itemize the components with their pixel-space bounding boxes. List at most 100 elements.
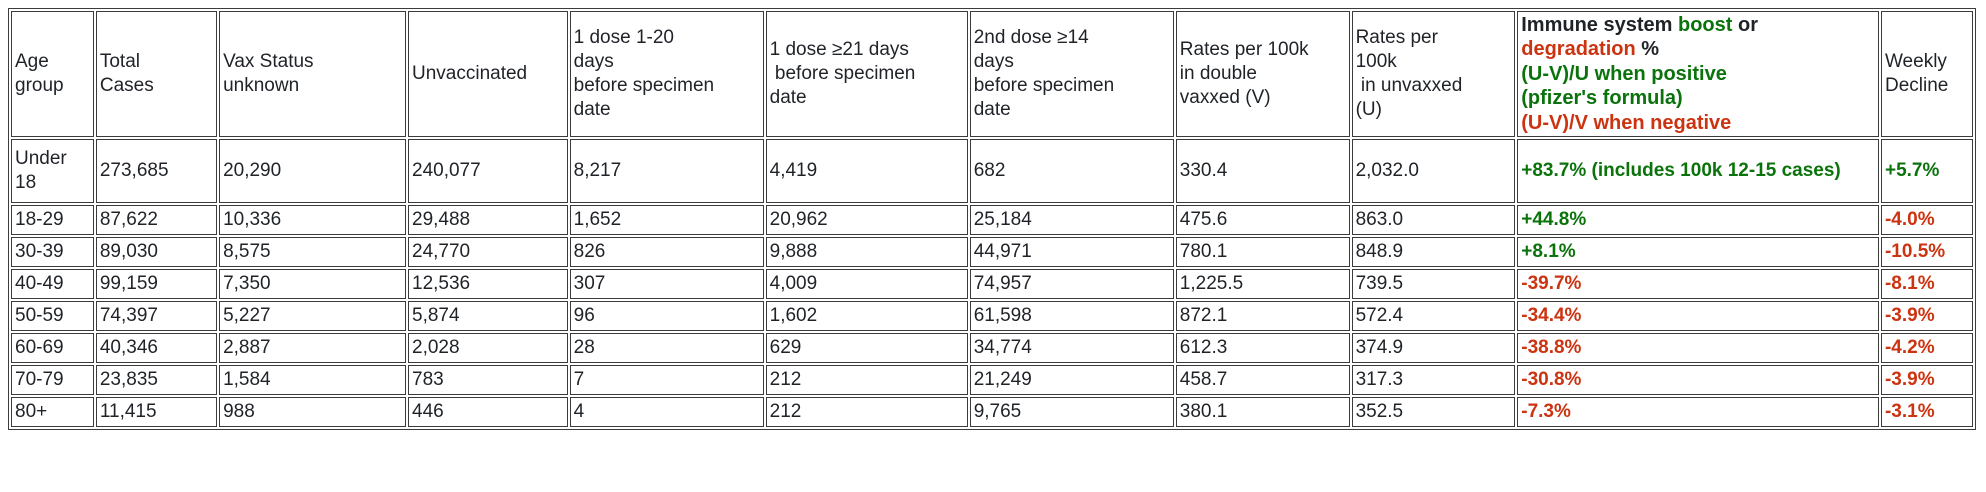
- table-row: 40-49 99,159 7,350 12,536 307 4,009 74,9…: [11, 268, 1973, 299]
- cell-rate-double-vaxxed: 872.1: [1175, 300, 1350, 331]
- cell-weekly-decline: -3.1%: [1880, 396, 1973, 427]
- cell-immune-boost: -38.8%: [1517, 332, 1879, 363]
- table-row: 60-69 40,346 2,887 2,028 28 629 34,774 6…: [11, 332, 1973, 363]
- cell-weekly-decline: -8.1%: [1880, 268, 1973, 299]
- cell-dose1-ge21-days: 629: [765, 332, 968, 363]
- cases-by-vax-status-table: Age group Total Cases Vax Status unknown…: [8, 8, 1976, 430]
- cell-vax-status-unknown: 1,584: [219, 364, 406, 395]
- cell-rate-double-vaxxed: 612.3: [1175, 332, 1350, 363]
- cell-unvaccinated: 29,488: [408, 204, 568, 235]
- cell-total-cases: 74,397: [95, 300, 218, 331]
- cell-rate-unvaxxed: 863.0: [1351, 204, 1516, 235]
- cell-vax-status-unknown: 10,336: [219, 204, 406, 235]
- cell-age-group: 70-79: [11, 364, 94, 395]
- cell-rate-double-vaxxed: 475.6: [1175, 204, 1350, 235]
- cell-age-group: 30-39: [11, 236, 94, 267]
- cell-dose2-ge14-days: 74,957: [969, 268, 1174, 299]
- cell-vax-status-unknown: 5,227: [219, 300, 406, 331]
- cell-dose1-1-20-days: 826: [569, 236, 764, 267]
- immune-header-segment: (U-V)/U when positive: [1521, 62, 1727, 85]
- cell-immune-boost: -39.7%: [1517, 268, 1879, 299]
- cell-rate-double-vaxxed: 780.1: [1175, 236, 1350, 267]
- cell-total-cases: 23,835: [95, 364, 218, 395]
- cell-total-cases: 273,685: [95, 138, 218, 203]
- cell-immune-boost: +44.8%: [1517, 204, 1879, 235]
- immune-header-segment: boost: [1677, 14, 1733, 36]
- cell-immune-boost: -30.8%: [1517, 364, 1879, 395]
- table-row: 80+ 11,415 988 446 4 212 9,765 380.1 352…: [11, 396, 1973, 427]
- table-row: 50-59 74,397 5,227 5,874 96 1,602 61,598…: [11, 300, 1973, 331]
- cell-dose1-ge21-days: 4,009: [765, 268, 968, 299]
- col-header-age-group: Age group: [11, 11, 94, 137]
- cell-rate-unvaxxed: 317.3: [1351, 364, 1516, 395]
- immune-header-segment: %: [1635, 38, 1660, 61]
- cell-rate-double-vaxxed: 380.1: [1175, 396, 1350, 427]
- col-header-vax-status-unknown: Vax Status unknown: [219, 11, 406, 137]
- cell-dose2-ge14-days: 682: [969, 138, 1174, 203]
- cell-rate-unvaxxed: 739.5: [1351, 268, 1516, 299]
- cell-rate-unvaxxed: 2,032.0: [1351, 138, 1516, 203]
- cell-dose1-1-20-days: 28: [569, 332, 764, 363]
- cell-dose1-1-20-days: 7: [569, 364, 764, 395]
- cell-total-cases: 89,030: [95, 236, 218, 267]
- table-row: 70-79 23,835 1,584 783 7 212 21,249 458.…: [11, 364, 1973, 395]
- cell-unvaccinated: 5,874: [408, 300, 568, 331]
- table-body: Under 18 273,685 20,290 240,077 8,217 4,…: [11, 138, 1973, 427]
- cell-dose2-ge14-days: 44,971: [969, 236, 1174, 267]
- table-row: 18-29 87,622 10,336 29,488 1,652 20,962 …: [11, 204, 1973, 235]
- cell-dose1-1-20-days: 307: [569, 268, 764, 299]
- cell-vax-status-unknown: 20,290: [219, 138, 406, 203]
- cell-dose2-ge14-days: 34,774: [969, 332, 1174, 363]
- cell-rate-double-vaxxed: 458.7: [1175, 364, 1350, 395]
- cell-unvaccinated: 12,536: [408, 268, 568, 299]
- cell-age-group: 80+: [11, 396, 94, 427]
- immune-header-segment: Immune system: [1521, 14, 1678, 36]
- col-header-dose1-1-20-days: 1 dose 1-20 days before specimen date: [569, 11, 764, 137]
- cell-vax-status-unknown: 988: [219, 396, 406, 427]
- cell-age-group: Under 18: [11, 138, 94, 203]
- cell-immune-boost: -34.4%: [1517, 300, 1879, 331]
- immune-header-segment: or: [1732, 14, 1758, 36]
- col-header-total-cases: Total Cases: [95, 11, 218, 137]
- cell-age-group: 50-59: [11, 300, 94, 331]
- cell-rate-unvaxxed: 848.9: [1351, 236, 1516, 267]
- cell-total-cases: 11,415: [95, 396, 218, 427]
- col-header-rate-unvaxxed: Rates per 100k in unvaxxed (U): [1351, 11, 1516, 137]
- cell-immune-boost: +8.1%: [1517, 236, 1879, 267]
- cell-dose2-ge14-days: 21,249: [969, 364, 1174, 395]
- cell-unvaccinated: 783: [408, 364, 568, 395]
- cell-dose1-1-20-days: 1,652: [569, 204, 764, 235]
- cell-immune-boost: +83.7% (includes 100k 12-15 cases): [1517, 138, 1879, 203]
- cell-dose1-ge21-days: 1,602: [765, 300, 968, 331]
- cell-dose1-1-20-days: 8,217: [569, 138, 764, 203]
- col-header-dose1-ge21-days: 1 dose ≥21 days before specimen date: [765, 11, 968, 137]
- cell-rate-double-vaxxed: 330.4: [1175, 138, 1350, 203]
- cell-dose1-ge21-days: 9,888: [765, 236, 968, 267]
- cell-rate-unvaxxed: 572.4: [1351, 300, 1516, 331]
- cell-age-group: 40-49: [11, 268, 94, 299]
- col-header-immune: Immune system boost or degradation % (U-V)…: [1517, 11, 1879, 137]
- header-row: Age group Total Cases Vax Status unknown…: [11, 11, 1973, 137]
- cell-rate-unvaxxed: 374.9: [1351, 332, 1516, 363]
- table-row: 30-39 89,030 8,575 24,770 826 9,888 44,9…: [11, 236, 1973, 267]
- cell-weekly-decline: -4.2%: [1880, 332, 1973, 363]
- cell-unvaccinated: 240,077: [408, 138, 568, 203]
- cell-rate-unvaxxed: 352.5: [1351, 396, 1516, 427]
- cell-weekly-decline: -4.0%: [1880, 204, 1973, 235]
- cell-vax-status-unknown: 8,575: [219, 236, 406, 267]
- col-header-dose2-ge14-days: 2nd dose ≥14 days before specimen date: [969, 11, 1174, 137]
- cell-dose1-1-20-days: 4: [569, 396, 764, 427]
- cell-age-group: 18-29: [11, 204, 94, 235]
- immune-header-segment: degradation: [1521, 38, 1636, 61]
- cell-dose1-ge21-days: 20,962: [765, 204, 968, 235]
- cell-total-cases: 99,159: [95, 268, 218, 299]
- cell-weekly-decline: -3.9%: [1880, 300, 1973, 331]
- cell-dose1-ge21-days: 212: [765, 396, 968, 427]
- table-row: Under 18 273,685 20,290 240,077 8,217 4,…: [11, 138, 1973, 203]
- col-header-unvaccinated: Unvaccinated: [408, 11, 568, 137]
- col-header-weekly-decline: Weekly Decline: [1880, 11, 1973, 137]
- cell-unvaccinated: 24,770: [408, 236, 568, 267]
- cell-dose1-ge21-days: 212: [765, 364, 968, 395]
- cell-dose2-ge14-days: 25,184: [969, 204, 1174, 235]
- cell-vax-status-unknown: 7,350: [219, 268, 406, 299]
